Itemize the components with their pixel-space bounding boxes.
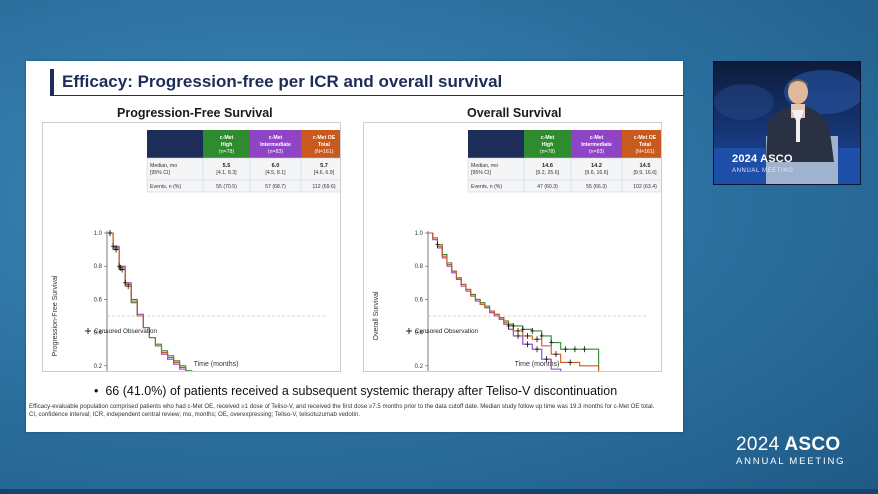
venue-brand: ASCO xyxy=(784,434,841,455)
os-table-header-line3: (N=161) xyxy=(636,149,655,155)
os-x-axis-label: Time (months) xyxy=(515,361,560,368)
os-y-tick-label: 0.2 xyxy=(415,364,424,370)
pfs-table-header-line1: c-Met xyxy=(220,135,234,141)
pfs-y-tick-label: 1.0 xyxy=(94,231,103,237)
os-events-value: 55 (66.3) xyxy=(586,184,607,190)
pfs-events-value: 57 (68.7) xyxy=(265,184,286,190)
pfs-y-tick-label: 0.4 xyxy=(94,331,103,337)
pfs-events-value: 55 (70.5) xyxy=(216,184,237,190)
pfs-table-header-line1: c-Met xyxy=(269,135,283,141)
pfs-y-tick-label: 0.2 xyxy=(94,364,103,370)
pfs-chart: c-MetHigh(n=78)c-MetIntermediate(n=83)c-… xyxy=(52,130,340,371)
pfs-median-value: 5.5 xyxy=(223,163,231,169)
os-row2-label: Events, n (%) xyxy=(471,184,502,190)
os-chart-panel: c-Met High (n=78) c-Met Intermediate (n=83) c-… xyxy=(363,122,662,372)
pfs-panel-title: Progression-Free Survival xyxy=(117,106,273,120)
os-y-tick-label: 0.6 xyxy=(415,297,424,303)
pfs-series-c-met-high xyxy=(107,232,193,371)
pfs-table-header-cell xyxy=(147,130,203,158)
pfs-ci-value: [4.5, 8.1] xyxy=(265,170,286,176)
os-table-header-line2: Total xyxy=(639,142,652,148)
os-median-value: 14.6 xyxy=(542,163,553,169)
os-table-body xyxy=(467,157,661,193)
os-chart: c-MetHigh(n=78)c-MetIntermediate(n=83)c-… xyxy=(373,130,661,371)
os-series-c-met-intermediate xyxy=(428,232,562,371)
pfs-table-header-line3: (N=161) xyxy=(315,149,334,155)
pfs-table-header-line1: c-Met OE xyxy=(313,135,336,141)
pfs-table-header-line3: (n=78) xyxy=(219,149,234,155)
pfs-y-tick-label: 0.6 xyxy=(94,297,103,303)
os-table-header-cell xyxy=(468,130,524,158)
os-events-value: 47 (60.3) xyxy=(537,184,558,190)
venue-logo: 2024 ASCO ANNUAL MEETING xyxy=(736,434,845,467)
footnote-abbreviations: CI, confidence interval; ICR, independen… xyxy=(29,411,360,419)
os-y-tick-label: 0.8 xyxy=(415,264,424,270)
slide-title-bar: Efficacy: Progression-free per ICR and o… xyxy=(50,69,684,96)
bullet-point: • 66 (41.0%) of patients received a subs… xyxy=(94,384,617,398)
pfs-median-value: 6.0 xyxy=(272,163,280,169)
os-y-tick-label: 1.0 xyxy=(415,231,424,237)
pfs-row2-label: Events, n (%) xyxy=(150,184,181,190)
pfs-table-header-line2: Total xyxy=(318,142,331,148)
bullet-text: 66 (41.0%) of patients received a subseq… xyxy=(105,384,618,398)
pfs-ci-value: [4.1, 8.3] xyxy=(216,170,237,176)
os-table-header-line3: (n=83) xyxy=(589,149,604,155)
slide-title: Efficacy: Progression-free per ICR and o… xyxy=(62,72,503,91)
venue-subtitle: ANNUAL MEETING xyxy=(736,456,846,467)
os-table-header-line3: (n=78) xyxy=(540,149,555,155)
pfs-table-header-line2: High xyxy=(221,142,233,148)
speaker-video-feed: 2024 ASCO ANNUAL MEETING xyxy=(713,61,861,185)
os-y-axis-label: Overall Survival xyxy=(373,291,380,340)
pfs-row1-label: Median, mo xyxy=(150,163,177,169)
screen-subtitle: ANNUAL MEETING xyxy=(732,168,794,174)
os-row1-label: Median, mo xyxy=(471,163,498,169)
pfs-median-value: 5.7 xyxy=(320,163,328,169)
speaker-video-scene xyxy=(714,70,860,184)
pfs-series-c-met-oe-total xyxy=(107,232,187,371)
pfs-table-body xyxy=(146,157,340,193)
os-table-header-cell xyxy=(571,130,622,158)
os-series-c-met-oe-total xyxy=(428,232,600,371)
os-legend-label: Censored Observation xyxy=(415,328,479,335)
os-panel-title: Overall Survival xyxy=(467,106,562,120)
os-ci-value: [9.6, 16.6] xyxy=(585,170,609,176)
os-row1-label-ci: [95% CI] xyxy=(471,170,491,176)
os-y-tick-label: 0.4 xyxy=(415,331,424,337)
os-ci-value: [9.2, 25.6] xyxy=(536,170,560,176)
footnote-population: Efficacy-evaluable population comprised … xyxy=(29,403,655,410)
pfs-table-header-line3: (n=83) xyxy=(268,149,283,155)
footnote-block: Efficacy-evaluable population comprised … xyxy=(29,403,659,420)
pfs-y-axis-label: Progression-Free Survival xyxy=(52,275,59,356)
os-table-header-line2: Intermediate xyxy=(581,142,612,148)
os-ci-value: [9.9, 16.6] xyxy=(633,170,657,176)
presentation-slide: Efficacy: Progression-free per ICR and o… xyxy=(26,61,684,432)
os-median-value: 14.2 xyxy=(591,163,602,169)
os-table-header-line1: c-Met xyxy=(590,135,604,141)
pfs-table-header-line2: Intermediate xyxy=(260,142,291,148)
pfs-chart-panel: c-Met High (n=78) c-Met Intermediate (n=83) c-… xyxy=(42,122,341,372)
pfs-events-value: 112 (69.6) xyxy=(312,184,336,190)
pfs-ci-value: [4.6, 6.9] xyxy=(314,170,335,176)
pfs-table-header-cell xyxy=(203,130,250,158)
os-table-header-line1: c-Met xyxy=(541,135,555,141)
pfs-x-axis-label: Time (months) xyxy=(194,361,239,368)
pfs-y-tick-label: 0.8 xyxy=(94,264,103,270)
pfs-row1-label-ci: [95% CI] xyxy=(150,170,170,176)
bottom-strip xyxy=(0,489,878,494)
pfs-table-header-cell xyxy=(250,130,301,158)
os-series-c-met-high xyxy=(428,232,600,371)
os-events-value: 102 (63.4) xyxy=(633,184,657,190)
pfs-legend-label: Censored Observation xyxy=(94,328,158,335)
os-table-header-cell xyxy=(524,130,571,158)
os-table-header-line1: c-Met OE xyxy=(634,135,657,141)
pfs-series-c-met-intermediate xyxy=(107,232,187,371)
venue-year: 2024 xyxy=(736,434,780,455)
os-median-value: 14.5 xyxy=(640,163,651,169)
bullet-dot: • xyxy=(94,384,106,398)
os-table-header-line2: High xyxy=(542,142,554,148)
os-table-header-cell xyxy=(622,130,661,158)
screen-logo: 2024 ASCO xyxy=(732,153,793,165)
pfs-table-header-cell xyxy=(301,130,340,158)
